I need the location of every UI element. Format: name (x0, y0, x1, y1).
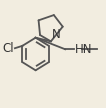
Text: N: N (52, 28, 61, 41)
Text: Cl: Cl (3, 42, 14, 55)
Text: HN: HN (75, 43, 92, 56)
